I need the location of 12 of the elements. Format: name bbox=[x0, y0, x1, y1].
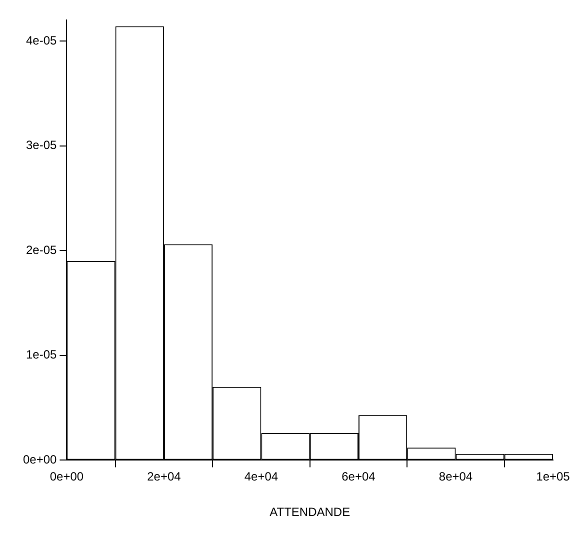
x-tick-label: 4e+04 bbox=[244, 470, 278, 484]
y-tick-label: 3e-05 bbox=[26, 138, 58, 152]
x-tick-label: 8e+04 bbox=[438, 470, 473, 484]
x-tick-label: 6e+04 bbox=[342, 470, 376, 484]
y-tick-label: 1e-05 bbox=[26, 348, 58, 362]
y-tick-label: 2e-05 bbox=[26, 242, 58, 257]
x-axis-title: ATTENDANDE bbox=[270, 505, 350, 520]
y-tick-label: 0e+00 bbox=[23, 452, 58, 467]
x-tick-label: 0e+00 bbox=[50, 470, 84, 484]
y-tick-label: 4e-05 bbox=[26, 33, 58, 48]
x-tick-label: 2e+04 bbox=[147, 470, 182, 484]
x-tick-label: 1e+05 bbox=[536, 470, 570, 484]
